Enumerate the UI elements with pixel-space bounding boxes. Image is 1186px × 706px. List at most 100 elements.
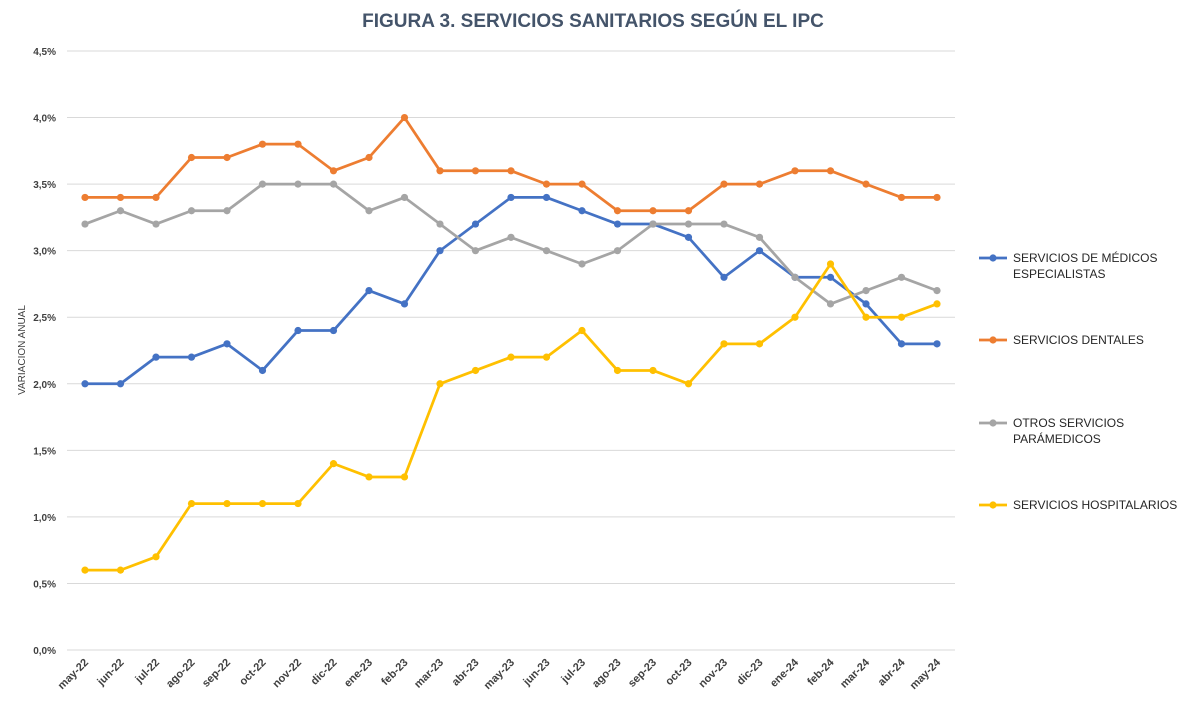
x-tick-label: ene-24 xyxy=(768,656,802,690)
x-tick-label: jul-22 xyxy=(133,657,163,687)
data-point xyxy=(755,247,764,255)
y-tick-label: 3,5% xyxy=(33,180,56,191)
data-point xyxy=(81,566,89,574)
data-point xyxy=(152,193,160,202)
data-point xyxy=(116,380,125,388)
x-tick-label: dic-23 xyxy=(735,657,766,688)
data-point xyxy=(187,499,196,508)
y-tick-label: 4,0% xyxy=(33,114,56,125)
y-axis-ticks: 0,0% 0,5% 1,0% 1,5% 2,0% 2,5% 3,0% 3,5% 4,0% 4,5% xyxy=(33,47,56,657)
y-tick-label: 0,5% xyxy=(33,579,56,590)
data-point xyxy=(507,233,515,241)
data-point xyxy=(471,366,480,375)
data-point xyxy=(81,220,89,228)
data-point xyxy=(365,287,373,295)
x-tick-label: dic-22 xyxy=(309,657,340,688)
x-axis-ticks: may-22 jun-22 jul-22 ago-22 sep-22 oct-22 nov-… xyxy=(56,656,944,692)
legend-label: OTROS SERVICIOS xyxy=(1013,416,1124,430)
data-point xyxy=(187,153,196,162)
data-point xyxy=(578,180,586,188)
data-point xyxy=(826,273,835,281)
chart-title: FIGURA 3. SERVICIOS SANITARIOS SEGÚN EL … xyxy=(362,10,824,32)
series-group xyxy=(81,113,941,574)
x-tick-label: mar-23 xyxy=(412,657,446,691)
x-tick-label: feb-23 xyxy=(379,657,410,688)
series-line xyxy=(83,182,939,306)
data-point xyxy=(329,180,338,188)
data-point xyxy=(684,233,693,241)
data-point xyxy=(294,140,302,148)
data-point xyxy=(471,247,480,255)
data-point xyxy=(933,340,941,348)
x-tick-label: sep-22 xyxy=(200,657,233,690)
data-point xyxy=(897,340,906,348)
data-point xyxy=(116,566,125,574)
legend-label: SERVICIOS DENTALES xyxy=(1013,333,1144,347)
data-point xyxy=(720,220,728,228)
data-point xyxy=(542,353,551,361)
data-point xyxy=(578,260,586,268)
x-tick-label: abr-24 xyxy=(876,656,908,688)
data-point xyxy=(684,207,693,215)
data-point xyxy=(471,167,480,175)
data-point xyxy=(613,207,622,215)
data-point xyxy=(684,220,693,228)
data-point xyxy=(329,326,338,335)
x-tick-label: jun-23 xyxy=(521,657,553,689)
data-point xyxy=(826,167,835,175)
data-point xyxy=(862,300,870,308)
legend-item: SERVICIOS DE MÉDICOS ESPECIALISTAS xyxy=(979,250,1157,281)
y-axis-label: VARIACION ANUAL xyxy=(17,305,28,395)
y-tick-label: 2,0% xyxy=(33,380,56,391)
data-point xyxy=(897,193,906,202)
series-3 xyxy=(81,180,941,308)
data-point xyxy=(933,300,941,308)
y-tick-label: 3,0% xyxy=(33,247,56,258)
data-point xyxy=(649,220,657,228)
data-point xyxy=(684,380,693,388)
gridlines xyxy=(67,50,955,651)
x-tick-label: ago-22 xyxy=(164,657,198,691)
x-tick-label: nov-23 xyxy=(697,657,731,691)
y-tick-label: 0,0% xyxy=(33,646,56,657)
data-point xyxy=(791,167,799,175)
x-tick-label: abr-23 xyxy=(450,657,482,689)
x-tick-label: may-24 xyxy=(908,656,944,692)
data-point xyxy=(471,220,480,228)
data-point xyxy=(720,273,728,281)
legend: SERVICIOS DE MÉDICOSESPECIALISTASSERVICI… xyxy=(979,250,1177,512)
legend-swatch-marker xyxy=(989,336,997,344)
data-point xyxy=(400,473,409,481)
data-point xyxy=(187,207,196,215)
x-tick-label: sep-23 xyxy=(626,657,659,690)
data-point xyxy=(116,207,125,215)
data-point xyxy=(436,247,444,255)
data-point xyxy=(542,193,551,202)
x-tick-label: may-23 xyxy=(482,657,517,692)
legend-item: SERVICIOS HOSPITALARIOS xyxy=(979,498,1177,512)
data-point xyxy=(897,313,906,321)
legend-label: SERVICIOS DE MÉDICOS xyxy=(1013,250,1157,265)
series-line xyxy=(83,262,939,572)
data-point xyxy=(826,300,835,308)
data-point xyxy=(933,193,941,202)
data-point xyxy=(507,167,515,175)
legend-swatch-marker xyxy=(989,501,997,509)
x-tick-label: nov-22 xyxy=(271,657,305,691)
legend-label: PARÁMEDICOS xyxy=(1013,431,1101,446)
data-point xyxy=(613,220,622,228)
x-tick-label: oct-22 xyxy=(237,657,268,688)
y-tick-label: 1,5% xyxy=(33,446,56,457)
legend-label: ESPECIALISTAS xyxy=(1013,267,1105,281)
x-tick-label: feb-24 xyxy=(805,656,837,688)
data-point xyxy=(258,499,267,508)
data-point xyxy=(400,300,409,308)
data-point xyxy=(862,180,870,188)
data-point xyxy=(81,193,89,202)
data-point xyxy=(791,273,799,281)
data-point xyxy=(791,313,799,321)
data-point xyxy=(436,167,444,175)
series-2 xyxy=(81,113,941,215)
legend-item: SERVICIOS DENTALES xyxy=(979,333,1144,347)
data-point xyxy=(329,167,338,175)
